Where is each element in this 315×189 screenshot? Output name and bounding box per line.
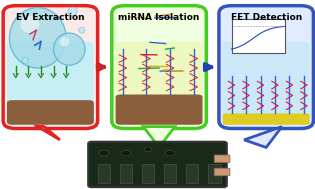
Text: FET Detection: FET Detection [231,12,302,22]
Ellipse shape [22,58,28,63]
Circle shape [165,150,175,156]
FancyBboxPatch shape [88,142,227,187]
FancyBboxPatch shape [116,94,203,125]
Ellipse shape [20,16,39,33]
Ellipse shape [79,27,85,33]
Polygon shape [35,125,60,140]
FancyBboxPatch shape [112,6,206,129]
FancyBboxPatch shape [223,42,310,125]
Circle shape [121,150,131,156]
FancyBboxPatch shape [3,6,98,129]
FancyBboxPatch shape [164,164,176,183]
FancyBboxPatch shape [186,164,198,183]
FancyBboxPatch shape [232,19,285,53]
FancyBboxPatch shape [208,164,220,183]
Ellipse shape [68,7,77,16]
FancyBboxPatch shape [7,100,94,125]
FancyBboxPatch shape [223,113,310,125]
Text: miRNA Isolation: miRNA Isolation [118,12,200,22]
FancyBboxPatch shape [219,6,313,129]
FancyBboxPatch shape [214,168,230,176]
FancyBboxPatch shape [120,164,132,183]
FancyBboxPatch shape [214,155,230,163]
FancyBboxPatch shape [142,164,154,183]
FancyBboxPatch shape [7,42,94,125]
Text: EV Extraction: EV Extraction [16,12,85,22]
FancyBboxPatch shape [98,164,110,183]
Ellipse shape [60,37,69,46]
FancyBboxPatch shape [116,42,203,125]
Ellipse shape [54,33,85,65]
Polygon shape [244,127,282,147]
Polygon shape [143,127,175,147]
Circle shape [99,150,109,156]
Circle shape [144,147,152,152]
Ellipse shape [9,8,66,68]
